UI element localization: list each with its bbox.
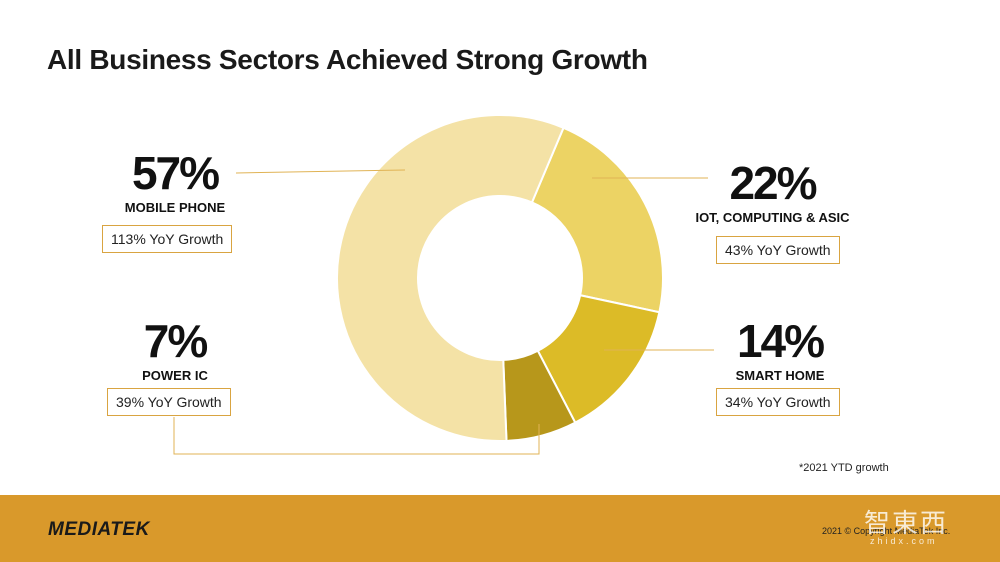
percent-power-ic: 7% [143, 315, 208, 367]
label-mobile-phone: 57% MOBILE PHONE [105, 150, 245, 215]
percent-smart-home: 14% [736, 315, 825, 367]
footer-bar: MEDIATEK 2021 © Copyright MediaTek Inc. [0, 495, 1000, 562]
growth-smart-home: 34% YoY Growth [716, 388, 840, 416]
watermark-logo: 智東西 [864, 509, 949, 539]
name-mobile-phone: MOBILE PHONE [124, 200, 226, 215]
label-iot: 22% IOT, COMPUTING & ASIC [680, 160, 865, 225]
name-smart-home: SMART HOME [735, 368, 825, 383]
percent-mobile-phone: 57% [131, 147, 220, 199]
mediatek-logo: MEDIATEK [48, 519, 150, 540]
footnote: *2021 YTD growth [799, 462, 889, 474]
page-title: All Business Sectors Achieved Strong Gro… [47, 44, 648, 75]
watermark-url: zhidx.com [870, 536, 938, 546]
growth-iot: 43% YoY Growth [716, 236, 840, 264]
name-power-ic: POWER IC [142, 368, 208, 383]
leader-line-power-ic [173, 417, 540, 455]
label-power-ic: 7% POWER IC [120, 318, 230, 383]
copyright-text: 2021 © Copyright MediaTek Inc. [822, 526, 951, 536]
percent-iot: 22% [729, 157, 817, 209]
name-iot: IOT, COMPUTING & ASIC [695, 210, 850, 225]
donut-slice-mobile-phone [336, 114, 565, 442]
label-smart-home: 14% SMART HOME [720, 318, 840, 383]
donut-slice-iot-computing-asic [530, 126, 664, 314]
leader-line-mobile-phone [235, 169, 406, 174]
growth-mobile-phone: 113% YoY Growth [102, 225, 233, 253]
growth-power-ic: 39% YoY Growth [107, 388, 231, 416]
